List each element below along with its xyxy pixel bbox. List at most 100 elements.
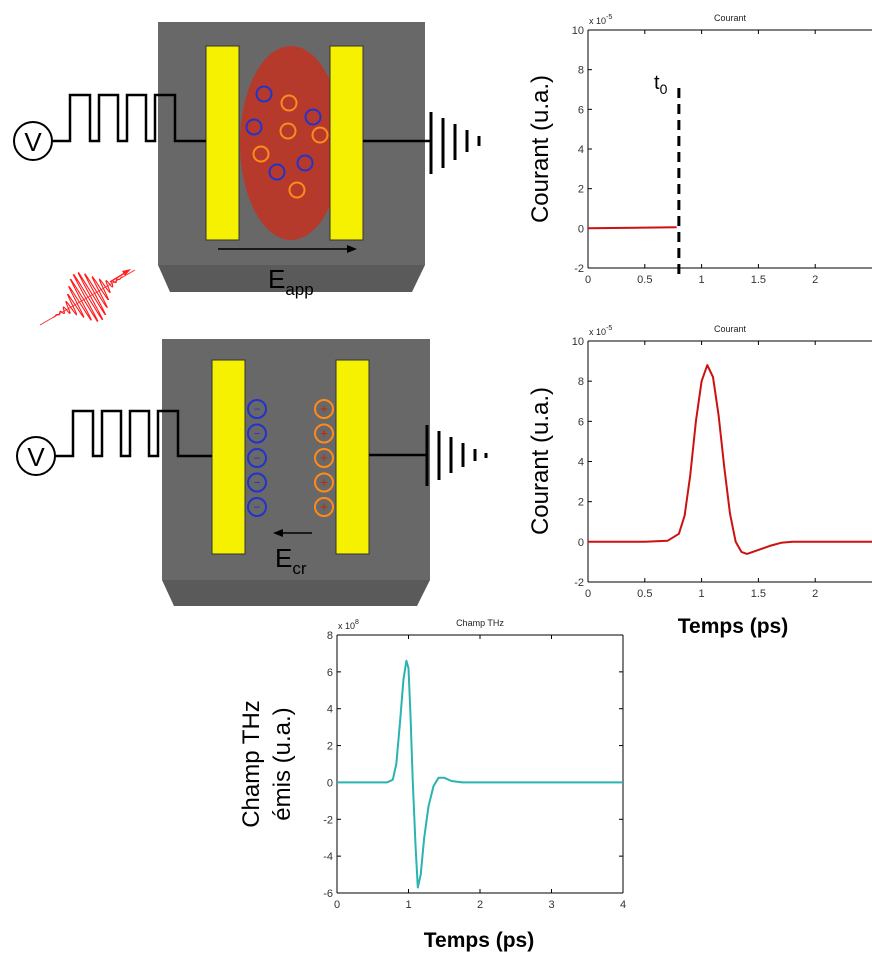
device-bottom: − − − − − + + + + + Ecr V bbox=[16, 339, 488, 606]
electrode-right bbox=[335, 359, 370, 555]
electron-charge-sign: − bbox=[253, 451, 260, 465]
hole bbox=[279, 122, 297, 140]
series-line bbox=[337, 659, 623, 889]
electron bbox=[296, 154, 314, 172]
y-tick-label: 8 bbox=[327, 630, 333, 642]
electron bbox=[255, 85, 273, 103]
hole-accumulated bbox=[314, 448, 334, 468]
axis-exponent: x 108 bbox=[338, 619, 359, 631]
electron-accumulated bbox=[247, 423, 267, 444]
y-tick-label: -2 bbox=[574, 577, 584, 589]
electron-accumulated bbox=[247, 497, 267, 517]
x-tick-label: 0.5 bbox=[637, 588, 652, 600]
electron-stack: − − − − − bbox=[247, 399, 267, 517]
axis-exponent: x 10-5 bbox=[589, 325, 612, 337]
y-tick-label: 0 bbox=[327, 777, 333, 789]
chart-title: Champ THz bbox=[456, 618, 504, 628]
y-tick-label: 6 bbox=[578, 104, 584, 116]
hole bbox=[252, 145, 270, 163]
hole-charge-sign: + bbox=[320, 426, 328, 441]
hole bbox=[288, 181, 306, 199]
electrode-left bbox=[211, 359, 246, 555]
x-tick-label: 2 bbox=[812, 588, 818, 600]
x-tick-label: 3 bbox=[548, 899, 554, 911]
x-tick-label: 1.5 bbox=[751, 274, 766, 286]
x-tick-label: 1 bbox=[699, 588, 705, 600]
electron-charge-sign: − bbox=[253, 476, 260, 490]
y-tick-label: 8 bbox=[578, 376, 584, 388]
y-axis-label: Champ THz émis (u.a.) bbox=[238, 700, 296, 828]
hole-charge-sign: + bbox=[320, 450, 328, 465]
x-tick-label: 2 bbox=[477, 899, 483, 911]
electrode-left bbox=[205, 45, 240, 241]
electron bbox=[304, 108, 322, 126]
laser-pulse-icon bbox=[39, 269, 136, 326]
hole-charge-sign: + bbox=[320, 401, 328, 416]
chart-title: Courant bbox=[714, 324, 747, 334]
y-tick-label: -2 bbox=[574, 263, 584, 275]
series-line bbox=[587, 226, 677, 230]
x-axis-label: Temps (ps) bbox=[424, 929, 534, 952]
y-axis-label-line: Champ THz bbox=[238, 700, 265, 828]
electron-accumulated bbox=[247, 448, 267, 468]
hole-accumulated bbox=[314, 472, 334, 493]
chart-title: Courant bbox=[714, 13, 747, 23]
carrier-cloud bbox=[240, 46, 342, 240]
field-created-label: Ecr bbox=[275, 543, 307, 578]
field-created-arrow bbox=[273, 529, 312, 537]
field-applied-label: Eapp bbox=[268, 264, 314, 299]
hole-accumulated bbox=[314, 399, 334, 419]
y-tick-label: 6 bbox=[578, 416, 584, 428]
y-tick-label: 4 bbox=[578, 457, 584, 469]
electrode-right bbox=[329, 45, 364, 241]
hole-accumulated bbox=[314, 497, 334, 517]
y-tick-label: 2 bbox=[578, 184, 584, 196]
y-tick-label: 10 bbox=[572, 25, 584, 37]
x-tick-label: 1 bbox=[405, 899, 411, 911]
electron-accumulated bbox=[247, 472, 267, 493]
hole-charge-sign: + bbox=[320, 499, 328, 514]
pulse-train bbox=[55, 409, 212, 458]
y-axis-label: Courant (u.a.) bbox=[527, 75, 554, 223]
hole-stack: + + + + + bbox=[314, 399, 334, 517]
y-tick-label: 2 bbox=[327, 741, 333, 753]
device-top: Eapp V bbox=[13, 22, 481, 299]
x-tick-label: 1 bbox=[699, 274, 705, 286]
voltage-source-label: V bbox=[24, 127, 42, 157]
x-tick-label: 0 bbox=[585, 588, 591, 600]
y-tick-label: -6 bbox=[323, 888, 333, 900]
hole bbox=[311, 126, 329, 144]
electron-charge-sign: − bbox=[253, 500, 260, 514]
hole bbox=[280, 94, 298, 112]
voltage-source-label: V bbox=[27, 442, 45, 472]
x-tick-label: 4 bbox=[620, 899, 626, 911]
electron bbox=[268, 163, 286, 181]
x-tick-label: 1.5 bbox=[751, 588, 766, 600]
axis-exponent: x 10-5 bbox=[589, 14, 612, 26]
field-applied-arrow bbox=[218, 245, 357, 253]
hole-accumulated bbox=[314, 423, 334, 444]
y-tick-label: 4 bbox=[578, 144, 584, 156]
series-line bbox=[588, 364, 872, 555]
y-tick-label: 0 bbox=[578, 223, 584, 235]
x-tick-label: 0.5 bbox=[637, 274, 652, 286]
y-tick-label: 6 bbox=[327, 667, 333, 679]
electron-charge-sign: − bbox=[253, 427, 260, 441]
t0-label: t0 bbox=[654, 72, 668, 97]
y-tick-label: 4 bbox=[327, 704, 333, 716]
y-axis-label: Courant (u.a.) bbox=[527, 387, 554, 535]
x-tick-label: 0 bbox=[585, 274, 591, 286]
y-tick-label: 10 bbox=[572, 336, 584, 348]
ground-icon bbox=[425, 425, 488, 486]
device-bottom-substrate bbox=[162, 339, 430, 580]
y-tick-label: 8 bbox=[578, 65, 584, 77]
x-axis-label: Temps (ps) bbox=[678, 615, 788, 638]
y-axis-label-line: émis (u.a.) bbox=[269, 707, 296, 820]
electron bbox=[245, 118, 263, 136]
y-tick-label: -2 bbox=[323, 814, 333, 826]
y-tick-label: 2 bbox=[578, 497, 584, 509]
